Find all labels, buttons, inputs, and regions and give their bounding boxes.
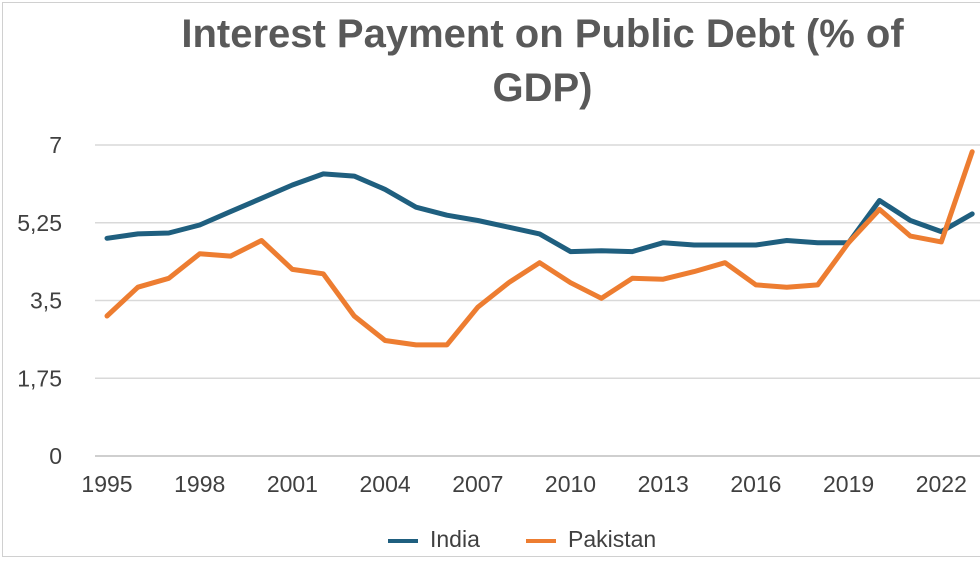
- x-tick-label: 2016: [730, 471, 781, 497]
- series-line-pakistan: [104, 149, 975, 348]
- y-tick-label: 7: [49, 132, 62, 158]
- y-tick-label: 3,5: [30, 288, 62, 314]
- legend-item-pakistan: Pakistan: [526, 526, 656, 553]
- x-tick-label: 2004: [360, 471, 411, 497]
- legend-label-india: India: [430, 526, 480, 552]
- x-tick-label: 2001: [267, 471, 318, 497]
- x-tick-label: 1998: [174, 471, 225, 497]
- x-tick-label: 1995: [81, 471, 132, 497]
- x-tick-label: 2010: [545, 471, 596, 497]
- chart-title: Interest Payment on Public Debt (% of: [181, 12, 904, 56]
- chart-title-line2: GDP): [492, 66, 593, 110]
- legend-swatch-pakistan: [526, 538, 556, 543]
- x-tick-label: 2013: [638, 471, 689, 497]
- x-tick-label: 2007: [452, 471, 503, 497]
- series-line-india: [104, 171, 975, 255]
- y-tick-label: 5,25: [17, 210, 62, 236]
- y-tick-label: 1,75: [17, 365, 62, 391]
- x-tick-label: 2022: [916, 471, 967, 497]
- legend-swatch-india: [388, 538, 418, 543]
- legend-item-india: India: [388, 526, 480, 553]
- y-tick-label: 0: [49, 443, 62, 469]
- legend-label-pakistan: Pakistan: [568, 526, 657, 552]
- x-tick-label: 2019: [823, 471, 874, 497]
